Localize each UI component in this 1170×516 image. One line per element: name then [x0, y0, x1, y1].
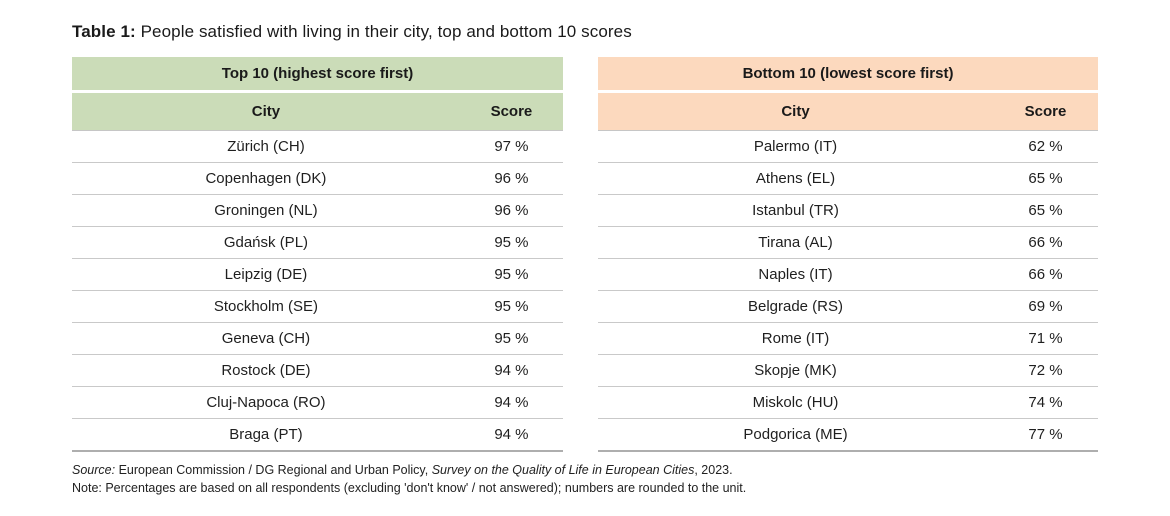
score-cell: 95 % [494, 266, 529, 283]
table-row: Belgrade (RS) 69 % [598, 291, 1098, 323]
score-cell: 66 % [1028, 266, 1063, 283]
city-cell: Athens (EL) [755, 170, 836, 187]
city-cell: Zürich (CH) [227, 138, 305, 155]
table-row: Zürich (CH) 97 % [72, 131, 563, 163]
score-cell: 74 % [1028, 394, 1063, 411]
score-cell: 62 % [1028, 138, 1063, 155]
table-row: Cluj-Napoca (RO) 94 % [72, 387, 563, 419]
bottom10-header-row: Bottom 10 (lowest score first) [598, 57, 1098, 93]
table-title-label: Table 1: [72, 22, 136, 41]
tables-container: Top 10 (highest score first) City Score … [72, 57, 1098, 452]
table-row: Braga (PT) 94 % [72, 419, 563, 451]
bottom10-col-city: City [598, 91, 993, 131]
source-label: Source: [72, 462, 116, 477]
score-cell: 95 % [494, 330, 529, 347]
table-row: Rome (IT) 71 % [598, 323, 1098, 355]
city-cell: Miskolc (HU) [752, 394, 839, 411]
table-footnotes: Source: European Commission / DG Regiona… [72, 461, 1098, 497]
score-cell: 65 % [1028, 170, 1063, 187]
source-line: Source: European Commission / DG Regiona… [72, 461, 1098, 479]
table-row: Stockholm (SE) 95 % [72, 291, 563, 323]
score-cell: 65 % [1028, 202, 1063, 219]
city-cell: Rome (IT) [761, 330, 830, 347]
table-row: Copenhagen (DK) 96 % [72, 163, 563, 195]
source-year: , 2023. [694, 462, 733, 477]
table-row: Groningen (NL) 96 % [72, 195, 563, 227]
score-cell: 72 % [1028, 362, 1063, 379]
report-table-figure: Table 1: People satisfied with living in… [72, 22, 1098, 497]
score-cell: 94 % [494, 425, 529, 443]
table-row: Istanbul (TR) 65 % [598, 195, 1098, 227]
source-survey-title: Survey on the Quality of Life in Europea… [431, 462, 695, 477]
source-text: European Commission / DG Regional and Ur… [115, 462, 432, 477]
city-cell: Tirana (AL) [758, 234, 833, 251]
score-cell: 94 % [494, 362, 529, 379]
city-cell: Braga (PT) [229, 425, 303, 443]
top10-column-header-row: City Score [72, 91, 563, 131]
top10-col-city: City [72, 91, 460, 131]
city-cell: Naples (IT) [758, 266, 833, 283]
score-cell: 97 % [494, 138, 529, 155]
top10-header-row: Top 10 (highest score first) [72, 57, 563, 93]
city-cell: Istanbul (TR) [752, 202, 839, 219]
city-cell: Belgrade (RS) [747, 298, 844, 315]
table-row: Gdańsk (PL) 95 % [72, 227, 563, 259]
bottom10-table: Bottom 10 (lowest score first) City Scor… [598, 57, 1098, 452]
bottom10-column-header-row: City Score [598, 91, 1098, 131]
score-cell: 95 % [494, 234, 529, 251]
score-cell: 71 % [1028, 330, 1063, 347]
city-cell: Cluj-Napoca (RO) [206, 394, 326, 411]
top10-table: Top 10 (highest score first) City Score … [72, 57, 563, 452]
table-row: Rostock (DE) 94 % [72, 355, 563, 387]
score-cell: 96 % [494, 202, 529, 219]
score-cell: 94 % [494, 394, 529, 411]
table-row: Skopje (MK) 72 % [598, 355, 1098, 387]
bottom10-header: Bottom 10 (lowest score first) [598, 57, 1098, 93]
city-cell: Leipzig (DE) [224, 266, 308, 283]
city-cell: Stockholm (SE) [213, 298, 319, 315]
city-cell: Rostock (DE) [221, 362, 311, 379]
city-cell: Groningen (NL) [214, 202, 318, 219]
score-cell: 96 % [494, 170, 529, 187]
table-title: Table 1: People satisfied with living in… [72, 22, 1098, 42]
table-row: Naples (IT) 66 % [598, 259, 1098, 291]
city-cell: Copenhagen (DK) [205, 170, 327, 187]
bottom10-col-score: Score [993, 91, 1098, 131]
table-row: Leipzig (DE) 95 % [72, 259, 563, 291]
score-cell: 66 % [1028, 234, 1063, 251]
table-row: Miskolc (HU) 74 % [598, 387, 1098, 419]
table-row: Podgorica (ME) 77 % [598, 419, 1098, 451]
city-cell: Geneva (CH) [221, 330, 311, 347]
table-row: Geneva (CH) 95 % [72, 323, 563, 355]
note-line: Note: Percentages are based on all respo… [72, 480, 747, 495]
city-cell: Podgorica (ME) [743, 425, 848, 443]
table-title-text: People satisfied with living in their ci… [135, 22, 632, 41]
top10-header: Top 10 (highest score first) [72, 57, 563, 93]
city-cell: Gdańsk (PL) [223, 234, 309, 251]
score-cell: 77 % [1028, 425, 1063, 443]
score-cell: 95 % [494, 298, 529, 315]
city-cell: Palermo (IT) [753, 138, 838, 155]
table-row: Palermo (IT) 62 % [598, 131, 1098, 163]
table-row: Tirana (AL) 66 % [598, 227, 1098, 259]
table-row: Athens (EL) 65 % [598, 163, 1098, 195]
top10-col-score: Score [459, 91, 563, 131]
city-cell: Skopje (MK) [754, 362, 837, 379]
score-cell: 69 % [1028, 298, 1063, 315]
